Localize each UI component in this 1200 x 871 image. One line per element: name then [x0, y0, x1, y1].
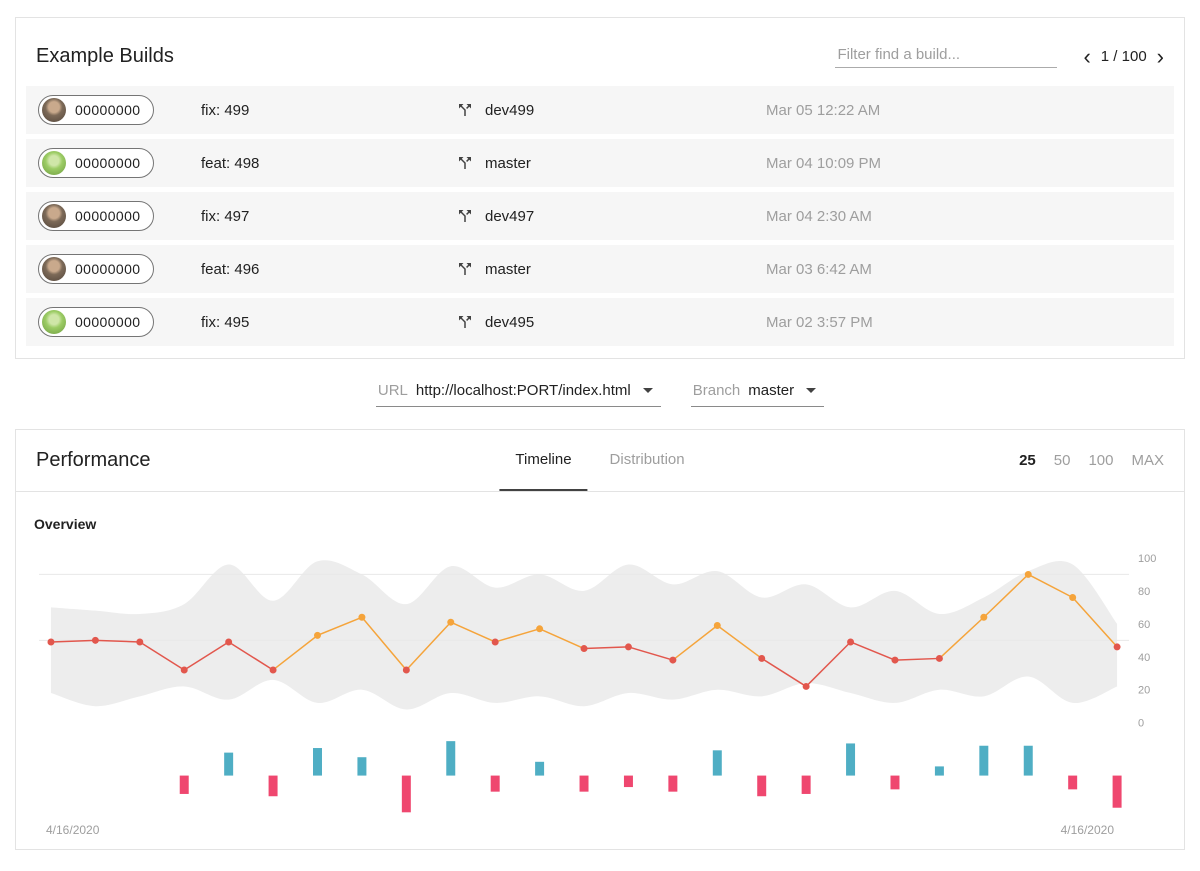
build-row[interactable]: 00000000 fix: 495 dev495 Mar 02 3:57 PM: [26, 298, 1174, 346]
performance-chart: 100 80 60 40 20 0: [38, 553, 1156, 813]
git-branch-icon: [456, 101, 474, 119]
builds-title: Example Builds: [36, 45, 174, 67]
commit-hash: 00000000: [75, 261, 141, 277]
range-option-50[interactable]: 50: [1053, 452, 1071, 469]
commit-hash: 00000000: [75, 155, 141, 171]
git-branch-icon: [456, 260, 474, 278]
range-option-max[interactable]: MAX: [1131, 452, 1164, 469]
commit-hash-pill[interactable]: 00000000: [38, 148, 154, 178]
branch-select-label: Branch: [692, 382, 741, 399]
branch-name: master: [485, 260, 531, 278]
build-name: fix: 499: [201, 101, 250, 119]
svg-text:0: 0: [1138, 718, 1144, 730]
build-name: feat: 498: [201, 154, 260, 172]
range-option-100[interactable]: 100: [1088, 452, 1114, 469]
range-option-25[interactable]: 25: [1019, 452, 1036, 469]
next-page-button[interactable]: ›: [1156, 43, 1164, 69]
build-list: 00000000 fix: 499 dev499 Mar 05 12:22 AM…: [16, 86, 1184, 358]
avatar: [42, 204, 66, 228]
build-date: Mar 04 2:30 AM: [766, 207, 872, 225]
performance-card: Performance Timeline Distribution 25 50 …: [15, 429, 1185, 850]
branch-name: master: [485, 154, 531, 172]
build-row[interactable]: 00000000 fix: 499 dev499 Mar 05 12:22 AM: [26, 86, 1174, 134]
url-select-label: URL: [377, 382, 408, 399]
overview-label: Overview: [34, 516, 97, 532]
build-date: Mar 04 10:09 PM: [766, 154, 882, 172]
build-date: Mar 05 12:22 AM: [766, 101, 881, 119]
branch-cell: master: [456, 260, 766, 278]
svg-text:60: 60: [1138, 619, 1150, 631]
svg-text:40: 40: [1138, 652, 1150, 664]
performance-header: Performance Timeline Distribution 25 50 …: [16, 430, 1184, 492]
avatar: [42, 310, 66, 334]
builds-header-right: ‹ 1 / 100 ›: [835, 42, 1164, 68]
branch-select[interactable]: Branch master: [690, 382, 825, 407]
branch-cell: dev499: [456, 101, 766, 119]
branch-name: dev499: [485, 101, 535, 119]
build-name: feat: 496: [201, 260, 260, 278]
tab-timeline[interactable]: Timeline: [499, 430, 588, 491]
commit-hash-pill[interactable]: 00000000: [38, 201, 154, 231]
build-date: Mar 03 6:42 AM: [766, 260, 872, 278]
branch-cell: master: [456, 154, 766, 172]
avatar: [42, 98, 66, 122]
branch-name: dev495: [485, 313, 535, 331]
avatar: [42, 257, 66, 281]
x-axis-start-date: 4/16/2020: [46, 822, 100, 837]
commit-hash-pill[interactable]: 00000000: [38, 307, 154, 337]
range-selector: 25 50 100 MAX: [1019, 452, 1164, 469]
svg-text:20: 20: [1138, 685, 1150, 697]
example-builds-card: Example Builds ‹ 1 / 100 › 00000000 fix:…: [15, 17, 1185, 359]
commit-hash: 00000000: [75, 208, 141, 224]
branch-name: dev497: [485, 207, 535, 225]
build-name: fix: 495: [201, 313, 250, 331]
branch-cell: dev497: [456, 207, 766, 225]
chevron-down-icon: [642, 388, 653, 393]
page-indicator: 1 / 100: [1100, 48, 1147, 65]
pagination: ‹ 1 / 100 ›: [1083, 43, 1164, 69]
chart-controls: URL http://localhost:PORT/index.html Bra…: [0, 382, 1200, 407]
build-filter-input[interactable]: [835, 42, 1058, 68]
prev-page-button[interactable]: ‹: [1083, 43, 1091, 69]
performance-tabs: Timeline Distribution: [499, 430, 700, 491]
x-axis-end-date: 4/16/2020: [1060, 822, 1114, 837]
svg-text:100: 100: [1138, 553, 1156, 565]
build-row[interactable]: 00000000 feat: 498 master Mar 04 10:09 P…: [26, 139, 1174, 187]
commit-hash: 00000000: [75, 102, 141, 118]
commit-hash-pill[interactable]: 00000000: [38, 254, 154, 284]
commit-hash: 00000000: [75, 314, 141, 330]
chevron-down-icon: [806, 388, 817, 393]
url-select-value: http://localhost:PORT/index.html: [415, 382, 631, 399]
svg-text:80: 80: [1138, 586, 1150, 598]
build-row[interactable]: 00000000 feat: 496 master Mar 03 6:42 AM: [26, 245, 1174, 293]
builds-card-header: Example Builds ‹ 1 / 100 ›: [16, 18, 1184, 86]
chart-x-axis: 4/16/2020 4/16/2020: [16, 823, 1184, 849]
avatar: [42, 151, 66, 175]
tab-distribution[interactable]: Distribution: [609, 451, 685, 468]
performance-title: Performance: [36, 449, 151, 471]
build-name: fix: 497: [201, 207, 250, 225]
branch-select-value: master: [748, 382, 795, 399]
branch-cell: dev495: [456, 313, 766, 331]
commit-hash-pill[interactable]: 00000000: [38, 95, 154, 125]
url-select[interactable]: URL http://localhost:PORT/index.html: [375, 382, 661, 407]
git-branch-icon: [456, 207, 474, 225]
git-branch-icon: [456, 154, 474, 172]
build-date: Mar 02 3:57 PM: [766, 313, 873, 331]
build-row[interactable]: 00000000 fix: 497 dev497 Mar 04 2:30 AM: [26, 192, 1174, 240]
git-branch-icon: [456, 313, 474, 331]
